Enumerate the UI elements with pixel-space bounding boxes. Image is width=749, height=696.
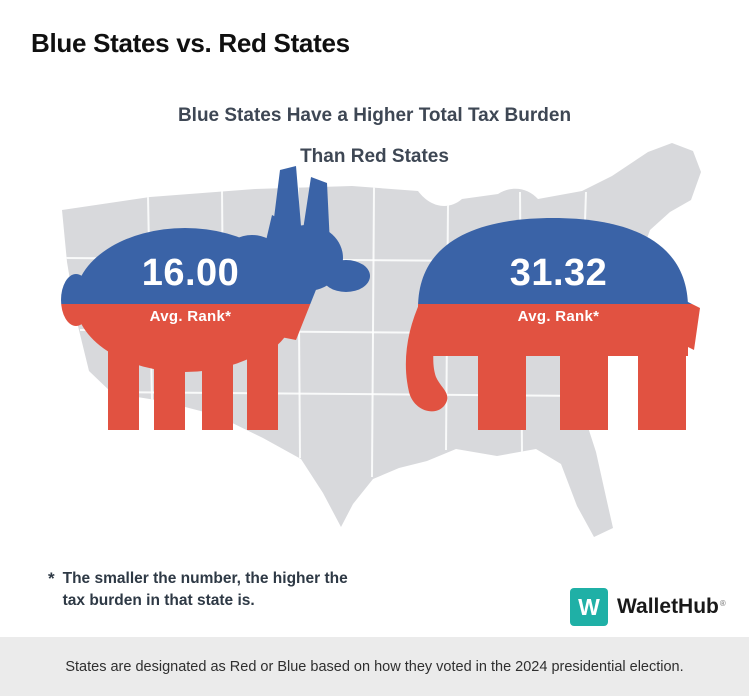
red-states-value: 31.32 [509, 252, 608, 294]
republican-elephant-icon [398, 205, 710, 436]
footnote: * The smaller the number, the higher the… [48, 568, 348, 612]
blue-states-rank-label: Avg. Rank* [149, 308, 232, 325]
page-title: Blue States vs. Red States [31, 28, 350, 58]
footnote-line1: The smaller the number, the higher the [62, 570, 348, 587]
footnote-line2: tax burden in that state is. [62, 592, 255, 609]
footnote-asterisk: * [48, 569, 55, 588]
chart-subtitle-line1: Blue States Have a Higher Total Tax Burd… [177, 105, 572, 126]
democrat-donkey-icon [55, 150, 390, 436]
registered-trademark-mark: ® [719, 599, 726, 608]
wallethub-logo-text: WalletHub® [617, 595, 726, 619]
wallethub-wordmark: WalletHub [617, 595, 719, 618]
blue-states-value: 16.00 [141, 252, 240, 294]
wallethub-logo: W WalletHub® [570, 588, 726, 626]
disclaimer-text: States are designated as Red or Blue bas… [65, 658, 684, 675]
red-states-rank-label: Avg. Rank* [517, 308, 600, 325]
wallethub-logo-icon: W [570, 588, 608, 626]
footnote-text: The smaller the number, the higher the t… [63, 568, 348, 612]
disclaimer-bar: States are designated as Red or Blue bas… [0, 637, 749, 696]
